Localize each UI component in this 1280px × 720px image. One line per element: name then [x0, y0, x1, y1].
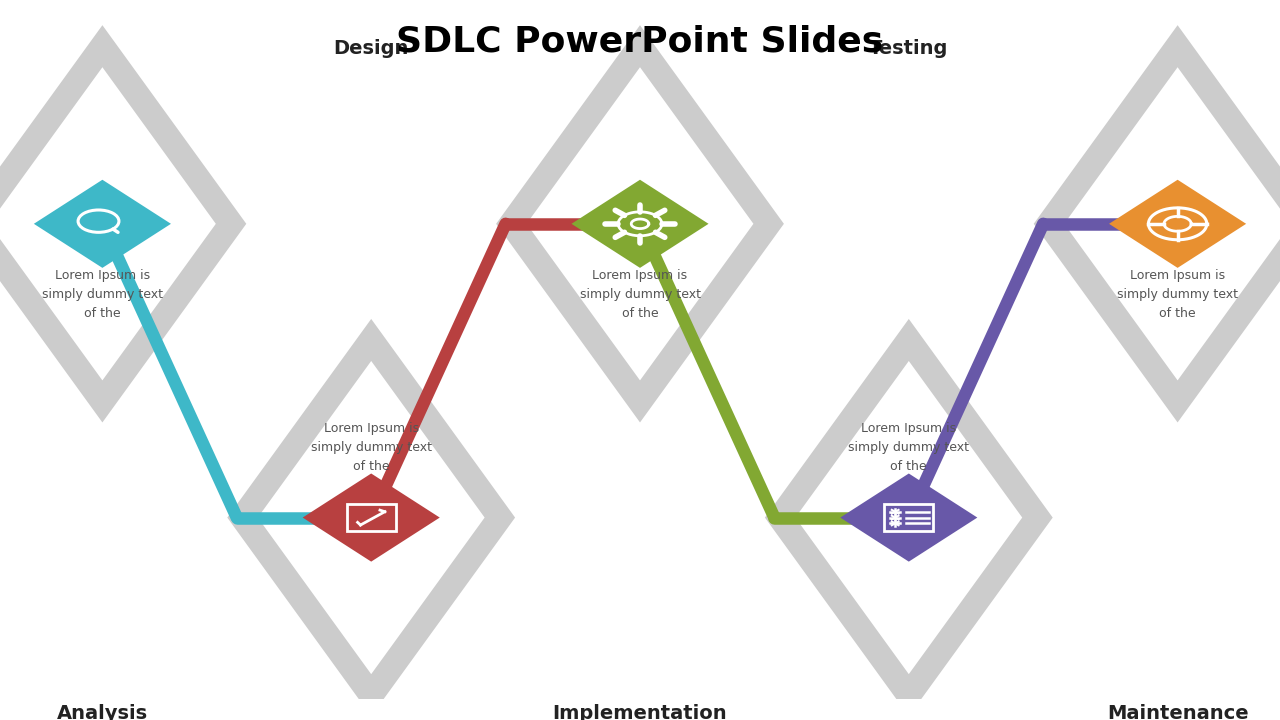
- Text: Lorem Ipsum is
simply dummy text
of the: Lorem Ipsum is simply dummy text of the: [311, 422, 431, 472]
- Text: Design: Design: [334, 40, 408, 58]
- Text: SDLC PowerPoint Slides: SDLC PowerPoint Slides: [397, 25, 883, 59]
- Text: Maintenance: Maintenance: [1107, 704, 1248, 720]
- Text: Lorem Ipsum is
simply dummy text
of the: Lorem Ipsum is simply dummy text of the: [580, 269, 700, 320]
- Polygon shape: [1108, 180, 1247, 268]
- Text: Analysis: Analysis: [56, 704, 148, 720]
- Polygon shape: [250, 350, 493, 685]
- Polygon shape: [571, 180, 709, 268]
- Polygon shape: [0, 56, 224, 392]
- Polygon shape: [302, 474, 440, 562]
- Text: Lorem Ipsum is
simply dummy text
of the: Lorem Ipsum is simply dummy text of the: [42, 269, 163, 320]
- Text: Testing: Testing: [869, 40, 948, 58]
- Polygon shape: [33, 180, 172, 268]
- Polygon shape: [1056, 56, 1280, 392]
- Text: Implementation: Implementation: [553, 704, 727, 720]
- Polygon shape: [840, 474, 978, 562]
- Polygon shape: [787, 350, 1030, 685]
- Polygon shape: [518, 56, 762, 392]
- Text: Lorem Ipsum is
simply dummy text
of the: Lorem Ipsum is simply dummy text of the: [1117, 269, 1238, 320]
- Text: Lorem Ipsum is
simply dummy text
of the: Lorem Ipsum is simply dummy text of the: [849, 422, 969, 472]
